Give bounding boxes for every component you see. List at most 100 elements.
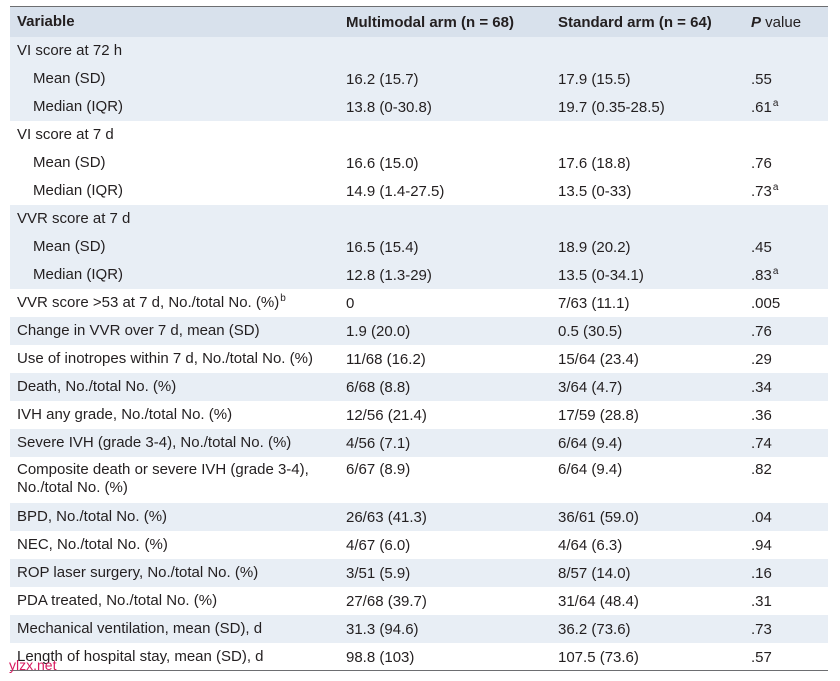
- row-label: Median (IQR): [33, 266, 124, 283]
- table-row: IVH any grade, No./total No. (%) 12/56 (…: [10, 401, 828, 429]
- cell-p: .29: [751, 350, 772, 368]
- table-row: Median (IQR) 14.9 (1.4-27.5) 13.5 (0-33)…: [10, 177, 828, 205]
- cell-p: .83a: [751, 265, 828, 284]
- table-row: PDA treated, No./total No. (%) 27/68 (39…: [10, 587, 828, 615]
- cell-multimodal: 4/67 (6.0): [346, 536, 411, 554]
- table-row: VI score at 72 h: [10, 37, 828, 65]
- cell-multimodal: 31.3 (94.6): [346, 620, 419, 638]
- row-label: Mechanical ventilation, mean (SD), d: [17, 620, 263, 637]
- cell-standard: 8/57 (14.0): [558, 564, 631, 582]
- cell-standard: 15/64 (23.4): [558, 350, 639, 368]
- table-row: NEC, No./total No. (%) 4/67 (6.0) 4/64 (…: [10, 531, 828, 559]
- table-row: VVR score at 7 d: [10, 205, 828, 233]
- cell-multimodal: 16.6 (15.0): [346, 154, 419, 172]
- cell-multimodal: 26/63 (41.3): [346, 508, 427, 526]
- cell-p: .73a: [751, 182, 828, 200]
- top-rule: [10, 6, 828, 7]
- table-header: Variable Multimodal arm (n = 68) Standar…: [10, 7, 828, 37]
- cell-standard: 4/64 (6.3): [558, 536, 623, 554]
- row-label: VVR score at 7 d: [17, 210, 131, 227]
- cell-p: .45: [751, 238, 772, 256]
- cell-multimodal: 1.9 (20.0): [346, 322, 411, 340]
- footnote-marker: a: [772, 97, 779, 109]
- cell-p: .76: [751, 154, 772, 172]
- cell-standard: 36.2 (73.6): [558, 620, 631, 638]
- cell-multimodal: 16.5 (15.4): [346, 238, 419, 256]
- table-row: VI score at 7 d: [10, 121, 828, 149]
- cell-p: .55: [751, 70, 772, 88]
- table-row: Mean (SD) 16.5 (15.4) 18.9 (20.2) .45: [10, 233, 828, 261]
- table-row: Median (IQR) 13.8 (0-30.8) 19.7 (0.35-28…: [10, 93, 828, 121]
- table-row: Median (IQR) 12.8 (1.3-29) 13.5 (0-34.1)…: [10, 261, 828, 289]
- row-label: PDA treated, No./total No. (%): [17, 592, 218, 609]
- table-row: Length of hospital stay, mean (SD), d 98…: [10, 643, 828, 671]
- table-row: Death, No./total No. (%) 6/68 (8.8) 3/64…: [10, 373, 828, 401]
- cell-multimodal: 98.8 (103): [346, 648, 415, 666]
- cell-multimodal: 4/56 (7.1): [346, 434, 411, 452]
- cell-standard: 19.7 (0.35-28.5): [558, 98, 665, 116]
- cell-multimodal: 12/56 (21.4): [346, 406, 427, 424]
- row-label: Mean (SD): [33, 154, 106, 171]
- row-label: VI score at 72 h: [17, 42, 123, 59]
- cell-p: .57: [751, 648, 772, 666]
- table-row: Change in VVR over 7 d, mean (SD) 1.9 (2…: [10, 317, 828, 345]
- footnote-marker: b: [280, 293, 286, 304]
- row-label: Severe IVH (grade 3-4), No./total No. (%…: [17, 434, 292, 451]
- table-row: Use of inotropes within 7 d, No./total N…: [10, 345, 828, 373]
- cell-p: .94: [751, 536, 772, 554]
- cell-p: .73: [751, 620, 772, 638]
- row-label: IVH any grade, No./total No. (%): [17, 406, 233, 423]
- cell-p: .82: [751, 461, 772, 478]
- row-label: BPD, No./total No. (%): [17, 508, 168, 525]
- p-value-text: .73: [751, 182, 772, 200]
- cell-p: .36: [751, 406, 772, 424]
- row-label: VVR score >53 at 7 d, No./total No. (%)b: [10, 294, 346, 312]
- row-label: Median (IQR): [33, 98, 124, 115]
- cell-standard: 31/64 (48.4): [558, 592, 639, 610]
- row-label: VI score at 7 d: [17, 126, 114, 143]
- table-row: VVR score >53 at 7 d, No./total No. (%)b…: [10, 289, 828, 317]
- cell-standard: 17.6 (18.8): [558, 154, 631, 172]
- p-value-text: .61: [751, 98, 772, 116]
- header-variable: Variable: [17, 13, 75, 30]
- bottom-rule: [10, 670, 828, 671]
- cell-standard: 17/59 (28.8): [558, 406, 639, 424]
- cell-p: .16: [751, 564, 772, 582]
- row-label: Mean (SD): [33, 70, 106, 87]
- cell-p: .04: [751, 508, 772, 526]
- cell-standard: 0.5 (30.5): [558, 322, 623, 340]
- cell-multimodal: 3/51 (5.9): [346, 564, 411, 582]
- cell-p: .74: [751, 434, 772, 452]
- cell-standard: 6/64 (9.4): [558, 461, 623, 478]
- watermark: ylzx.net: [9, 657, 57, 673]
- table-row: ROP laser surgery, No./total No. (%) 3/5…: [10, 559, 828, 587]
- row-label-text: VVR score >53 at 7 d, No./total No. (%): [17, 294, 280, 311]
- cell-standard: 36/61 (59.0): [558, 508, 639, 526]
- cell-standard: 13.5 (0-33): [558, 182, 632, 200]
- table-row: Composite death or severe IVH (grade 3-4…: [10, 457, 828, 503]
- header-p-value: P value: [751, 14, 828, 31]
- cell-standard: 7/63 (11.1): [558, 294, 630, 312]
- cell-standard: 17.9 (15.5): [558, 70, 631, 88]
- cell-standard: 107.5 (73.6): [558, 648, 639, 666]
- cell-standard: 13.5 (0-34.1): [558, 266, 644, 284]
- cell-multimodal: 6/68 (8.8): [346, 378, 411, 396]
- p-rest: value: [761, 13, 802, 31]
- table-row: Severe IVH (grade 3-4), No./total No. (%…: [10, 429, 828, 457]
- cell-multimodal: 14.9 (1.4-27.5): [346, 182, 445, 200]
- row-label: NEC, No./total No. (%): [17, 536, 168, 553]
- table-row: BPD, No./total No. (%) 26/63 (41.3) 36/6…: [10, 503, 828, 531]
- row-label: Death, No./total No. (%): [17, 378, 177, 395]
- cell-p: .76: [751, 322, 772, 340]
- cell-p: .005: [751, 294, 781, 312]
- header-multimodal-arm: Multimodal arm (n = 68): [346, 13, 514, 31]
- row-label: Median (IQR): [33, 182, 124, 199]
- cell-multimodal: 13.8 (0-30.8): [346, 98, 432, 116]
- row-label: Use of inotropes within 7 d, No./total N…: [17, 350, 313, 367]
- row-label: ROP laser surgery, No./total No. (%): [17, 564, 259, 581]
- row-label: Mean (SD): [33, 238, 106, 255]
- footnote-marker: a: [772, 265, 779, 277]
- table-row: Mean (SD) 16.6 (15.0) 17.6 (18.8) .76: [10, 149, 828, 177]
- cell-p: .34: [751, 378, 772, 396]
- row-label: Change in VVR over 7 d, mean (SD): [17, 322, 260, 339]
